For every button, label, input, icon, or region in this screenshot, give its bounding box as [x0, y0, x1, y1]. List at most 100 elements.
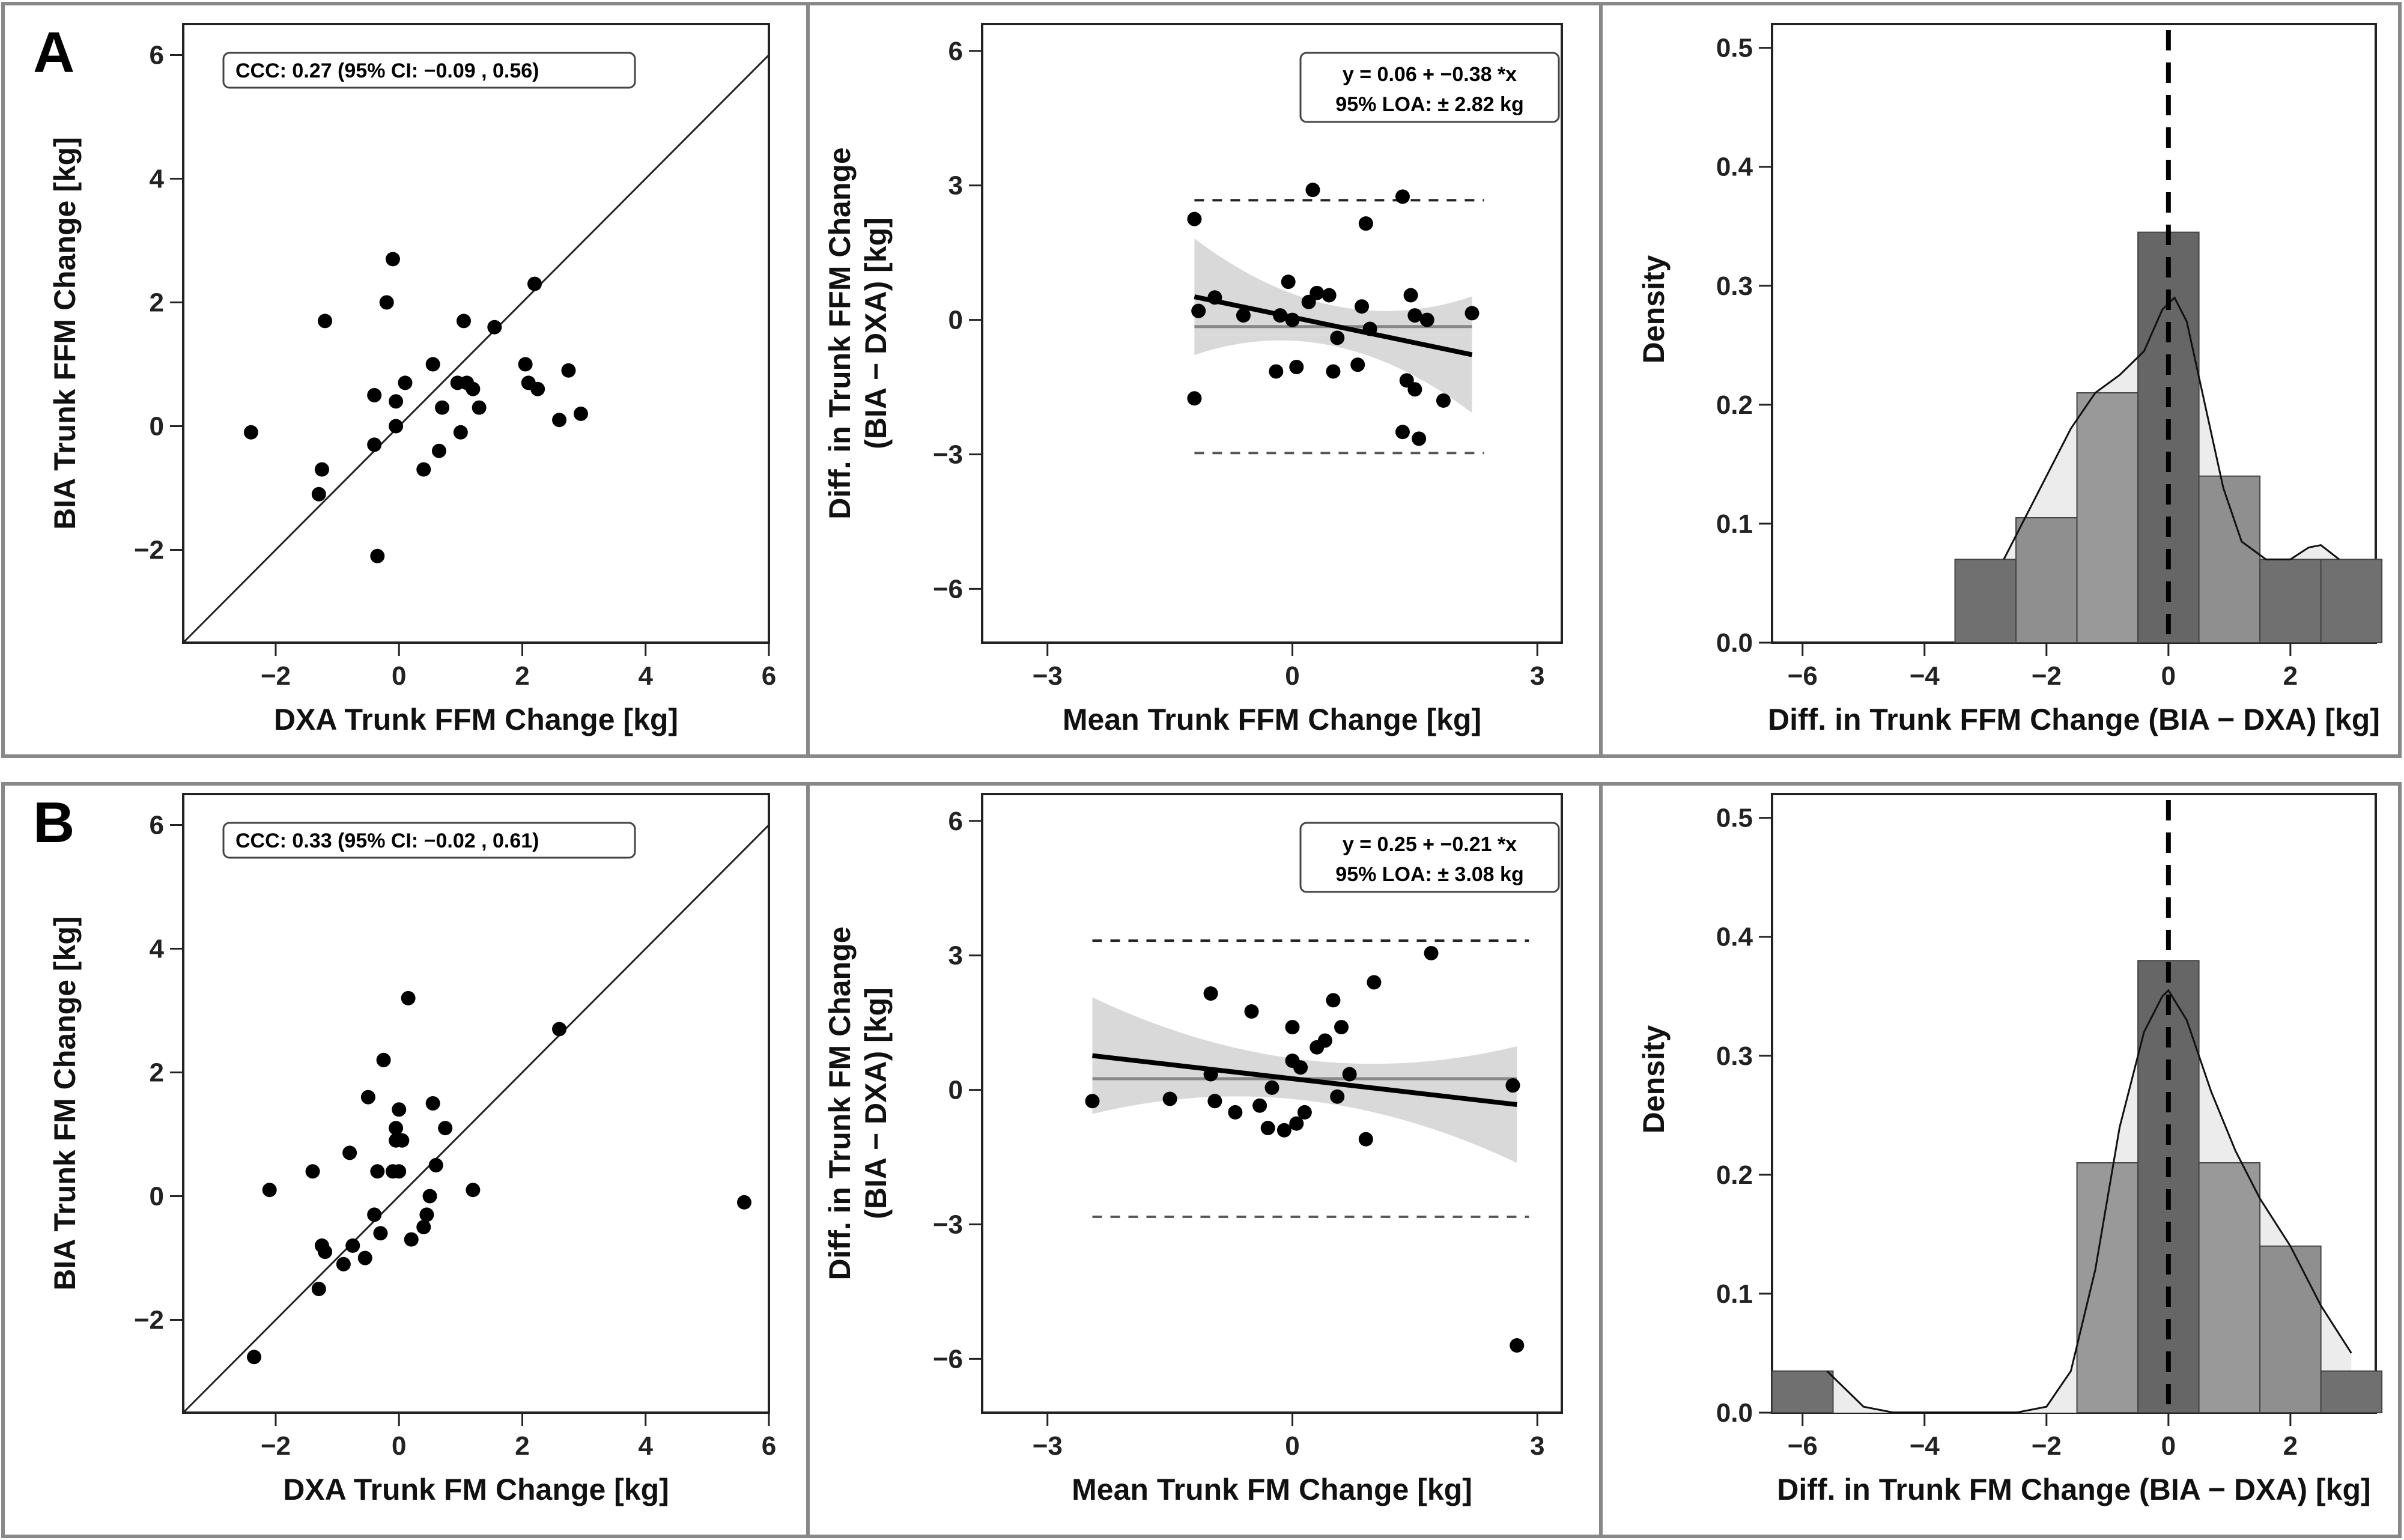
ba-xtick-label: −3 [1033, 661, 1063, 691]
hist-ytick-label: 0.4 [1716, 923, 1753, 952]
scatter-ytick-label: 4 [150, 165, 165, 194]
scatter-point [453, 425, 468, 440]
ba-point [1305, 183, 1320, 198]
scatter-point [314, 462, 329, 477]
scatter-point [357, 1250, 372, 1266]
scatter-point [552, 413, 567, 428]
scatter-point [398, 375, 413, 390]
hist-xtick-label: −6 [1788, 661, 1818, 691]
scatter-point [456, 314, 471, 329]
ba-x-label: Mean Trunk FM Change [kg] [1072, 1473, 1472, 1506]
ba-point [1358, 1132, 1373, 1147]
scatter-point [243, 425, 258, 440]
scatter-y-label: BIA Trunk FM Change [kg] [48, 916, 82, 1290]
scatter-ytick-label: 6 [150, 811, 164, 840]
ba-point [1342, 1067, 1357, 1082]
hist-ytick-label: 0.0 [1716, 628, 1753, 658]
scatter-point [305, 1164, 320, 1179]
scatter-point [518, 357, 533, 372]
scatter-point [389, 1121, 404, 1136]
hist-xtick-label: −4 [1910, 661, 1940, 691]
scatter-point [431, 443, 446, 458]
ba-ytick-label: −3 [933, 440, 963, 470]
scatter-ytick-label: 2 [150, 1058, 164, 1088]
identity-line [182, 824, 770, 1414]
ba-point [1326, 993, 1341, 1008]
ba-ytick-label: 6 [949, 807, 963, 836]
regression-box [1299, 52, 1560, 123]
ba-point [1260, 1121, 1275, 1136]
scatter-y-label: BIA Trunk FFM Change [kg] [48, 137, 82, 530]
scatter-point [379, 295, 394, 310]
hist-xtick-label: −6 [1788, 1431, 1818, 1461]
ccc-box [222, 822, 636, 859]
scatter-point [367, 388, 382, 402]
scatter-point [318, 314, 333, 329]
hist-xtick-label: 2 [2283, 661, 2298, 691]
hist-ytick-label: 0.3 [1716, 271, 1753, 301]
ba-point [1187, 211, 1202, 226]
frame-a3 [1599, 2, 2402, 758]
loa-text: 95% LOA: ± 3.08 kg [1335, 863, 1523, 886]
identity-line [182, 54, 770, 644]
scatter-ytick-label: −2 [134, 536, 164, 565]
scatter-x-label: DXA Trunk FM Change [kg] [283, 1473, 669, 1506]
hist-xtick-label: −2 [2032, 1431, 2062, 1461]
panel-label: A [33, 20, 74, 85]
scatter-point [342, 1145, 357, 1160]
ba-xtick-label: 3 [1530, 1431, 1544, 1461]
regression-eq-text: y = 0.06 + −0.38 *x [1343, 63, 1517, 86]
scatter-point [422, 1189, 437, 1204]
ba-point [1330, 1089, 1345, 1104]
ba-point [1403, 288, 1418, 303]
scatter-point [428, 1158, 443, 1172]
scatter-point [376, 1052, 391, 1067]
scatter-ytick-label: 6 [150, 41, 164, 70]
loa-text: 95% LOA: ± 2.82 kg [1335, 93, 1523, 116]
scatter-point [552, 1022, 567, 1037]
scatter-point [367, 437, 382, 452]
ba-point [1407, 382, 1422, 397]
ba-point [1358, 216, 1373, 231]
histogram-bar [2198, 1162, 2261, 1413]
ba-plot-box [981, 23, 1563, 644]
ba-point [1310, 285, 1325, 300]
hist-ytick-label: 0.4 [1716, 153, 1753, 182]
hist-x-label: Diff. in Trunk FM Change (BIA − DXA) [kg… [1777, 1473, 2370, 1506]
frame-b2 [806, 782, 1603, 1538]
hist-xtick-label: 0 [2161, 661, 2176, 691]
ba-point [1350, 357, 1365, 372]
row-a: A −2 0 2 4 6 −2 0 2 4 6 DXA Trunk FFM Change [kg] BI… [33, 20, 2383, 736]
scatter-point [487, 320, 502, 335]
scatter-ytick-label: −2 [134, 1306, 164, 1335]
panel-label: B [33, 790, 74, 855]
ba-ytick-label: 6 [949, 37, 963, 66]
hist-ytick-label: 0.3 [1716, 1041, 1753, 1071]
scatter-point [262, 1183, 277, 1198]
ba-point [1395, 425, 1410, 440]
scatter-xtick-label: 0 [392, 661, 406, 691]
histogram-bar [2320, 559, 2383, 643]
ba-point [1228, 1105, 1243, 1120]
scatter-point [561, 363, 576, 378]
scatter-point [373, 1226, 388, 1241]
ba-point [1207, 1094, 1222, 1109]
scatter-point [367, 1207, 382, 1222]
ccc-text: CCC: 0.33 (95% CI: −0.02 , 0.61) [235, 829, 539, 852]
ba-point [1505, 1078, 1520, 1093]
ba-y-label-line1: Diff. in Trunk FM Change [823, 927, 857, 1281]
ba-point [1407, 308, 1422, 323]
scatter-ytick-label: 4 [150, 935, 165, 964]
scatter-point [311, 487, 326, 502]
hist-xtick-label: 0 [2161, 1431, 2176, 1461]
ba-point [1317, 1033, 1332, 1048]
hist-y-label: Density [1637, 255, 1671, 364]
scatter-point [336, 1257, 351, 1272]
row-b: B −2 0 2 4 6 −2 0 2 4 6 DXA Trunk FM Change [kg] BIA… [33, 790, 2383, 1506]
hist-ytick-label: 0.0 [1716, 1398, 1753, 1428]
hist-x-label: Diff. in Trunk FFM Change (BIA − DXA) [k… [1768, 703, 2380, 736]
scatter-point [425, 357, 440, 372]
scatter-point [466, 381, 481, 396]
ba-point [1297, 1105, 1312, 1120]
